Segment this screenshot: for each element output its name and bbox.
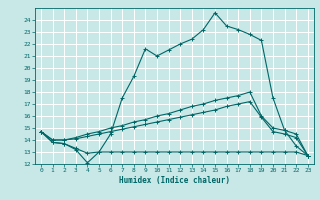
- X-axis label: Humidex (Indice chaleur): Humidex (Indice chaleur): [119, 176, 230, 185]
